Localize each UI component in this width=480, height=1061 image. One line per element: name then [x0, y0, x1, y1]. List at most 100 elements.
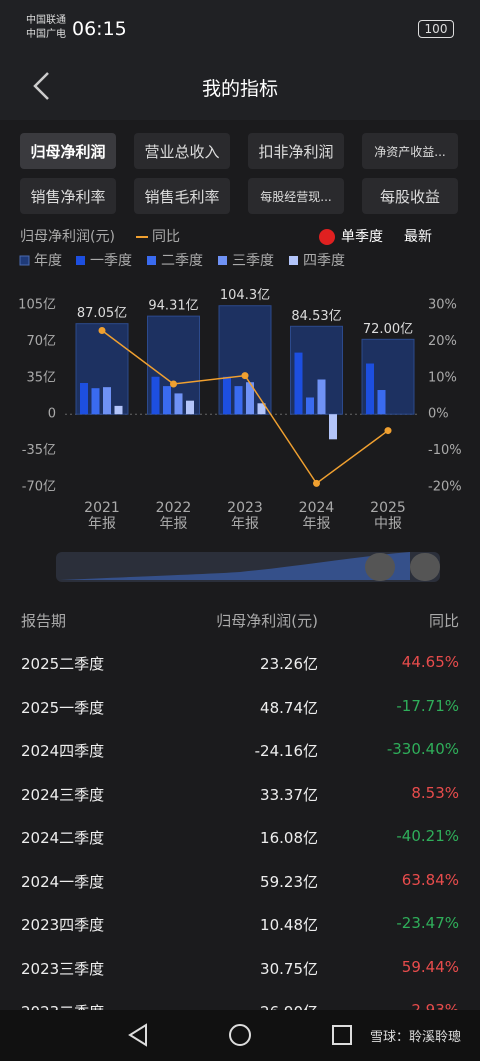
- carrier-2: 中国广电: [26, 29, 66, 40]
- table-cell: 44.65%: [401, 653, 459, 671]
- tab[interactable]: 营业总收入: [134, 133, 230, 169]
- x-tick-label: 2024: [299, 500, 335, 516]
- value-label: 104.3亿: [220, 288, 270, 303]
- table-row: 2025一季度 48.74亿 -17.71%: [0, 685, 480, 728]
- table-cell: 8.53%: [411, 783, 459, 802]
- slider-area: [60, 552, 410, 580]
- x-tick-label: 2025: [370, 500, 406, 516]
- legend-label: 一季度: [90, 253, 132, 269]
- y2-tick-label: -10%: [428, 443, 462, 458]
- bar: [91, 388, 100, 415]
- x-tick-label: 2023: [227, 500, 263, 516]
- table-cell: -330.40%: [386, 740, 459, 758]
- bar: [366, 363, 374, 415]
- table-row: 2024二季度 16.08亿 -40.21%: [0, 815, 480, 858]
- toggle[interactable]: 最新: [404, 229, 432, 245]
- y-tick-label: -35亿: [22, 443, 56, 458]
- bar: [114, 405, 123, 415]
- slider-handle[interactable]: [410, 553, 440, 581]
- bar: [377, 390, 386, 415]
- x-tick-sublabel: 年报: [88, 516, 116, 532]
- table-cell: 59.23亿: [260, 872, 318, 891]
- battery: 100: [418, 20, 454, 38]
- toggle-check: [319, 229, 335, 245]
- legend-swatch: [218, 256, 227, 265]
- bar: [103, 387, 111, 415]
- watermark: 雪球：聆溪聆璁: [370, 1030, 462, 1045]
- bar: [151, 376, 160, 415]
- y2-tick-label: -20%: [428, 480, 462, 495]
- table-cell: -24.16亿: [254, 742, 318, 760]
- tab[interactable]: 扣非净利润: [248, 133, 344, 169]
- line-point: [98, 326, 106, 334]
- table-cell: 48.74亿: [260, 698, 318, 717]
- legend-swatch: [289, 256, 298, 265]
- y-tick-label: 70亿: [26, 334, 56, 349]
- bar: [306, 397, 314, 415]
- table-cell: 2023四季度: [21, 916, 105, 934]
- table-cell: 2025一季度: [21, 698, 105, 717]
- legend-label: 四季度: [303, 253, 345, 269]
- top-bar: [0, 0, 480, 120]
- bar: [234, 386, 243, 415]
- table-cell: -17.71%: [396, 696, 459, 715]
- x-tick-sublabel: 年报: [303, 516, 331, 532]
- value-label: 87.05亿: [77, 306, 127, 321]
- line-point: [384, 427, 392, 435]
- bar: [223, 376, 231, 415]
- value-label: 94.31亿: [148, 299, 198, 314]
- x-tick-sublabel: 年报: [231, 516, 259, 532]
- table-header: 归母净利润(元): [216, 612, 318, 630]
- y-tick-label: 0: [48, 407, 56, 422]
- tab[interactable]: 净资产收益...: [362, 133, 458, 169]
- back-button[interactable]: [30, 70, 54, 102]
- legend-label: 同比: [152, 229, 180, 245]
- tab[interactable]: 每股收益: [362, 178, 458, 214]
- bar: [329, 414, 337, 440]
- carrier-1: 中国联通: [26, 15, 66, 26]
- bar: [186, 400, 194, 415]
- legend-swatch: [147, 256, 156, 265]
- legend-label: 三季度: [232, 253, 274, 269]
- table-cell: 2025二季度: [21, 655, 105, 673]
- table-cell: 2024二季度: [21, 829, 105, 847]
- y2-tick-label: 30%: [428, 298, 457, 313]
- slider-handle[interactable]: [365, 553, 395, 581]
- table-header: 同比: [428, 612, 459, 630]
- x-tick-sublabel: 中报: [374, 516, 402, 532]
- y2-tick-label: 20%: [428, 334, 457, 349]
- line-point: [170, 380, 177, 388]
- line-point: [241, 372, 249, 380]
- tab[interactable]: 归母净利润: [20, 133, 116, 169]
- table-cell: 16.08亿: [260, 829, 318, 847]
- table-cell: 2024一季度: [21, 872, 105, 891]
- bar: [294, 352, 303, 415]
- table-header: 报告期: [21, 612, 67, 630]
- y2-tick-label: 10%: [428, 370, 457, 385]
- table-row: 2024四季度 -24.16亿 -330.40%: [0, 728, 480, 771]
- value-label: 84.53亿: [291, 309, 341, 324]
- table-cell: 2024四季度: [21, 742, 105, 760]
- carrier: 中国联通 中国广电: [26, 14, 66, 42]
- x-tick-label: 2022: [156, 500, 192, 516]
- table-cell: 10.48亿: [260, 916, 318, 934]
- tab[interactable]: 销售净利率: [20, 178, 116, 214]
- bar: [317, 379, 326, 415]
- legend-swatch: [19, 255, 30, 266]
- tab[interactable]: 每股经营现...: [248, 178, 344, 214]
- table-cell: -40.21%: [396, 827, 459, 845]
- table-cell: 2023三季度: [21, 959, 105, 978]
- table-cell: 2024三季度: [21, 785, 105, 804]
- table-row: 2024一季度 59.23亿 63.84%: [0, 859, 480, 902]
- table-cell: 63.84%: [401, 870, 459, 889]
- toggle[interactable]: 单季度: [341, 229, 383, 245]
- bar: [246, 382, 254, 415]
- y2-tick-label: 0%: [428, 407, 449, 422]
- table-cell: 59.44%: [401, 957, 459, 976]
- y-tick-label: 105亿: [18, 298, 56, 313]
- table-cell: 33.37亿: [260, 785, 318, 804]
- tab[interactable]: 销售毛利率: [134, 178, 230, 214]
- table-row: 2023三季度 30.75亿 59.44%: [0, 946, 480, 989]
